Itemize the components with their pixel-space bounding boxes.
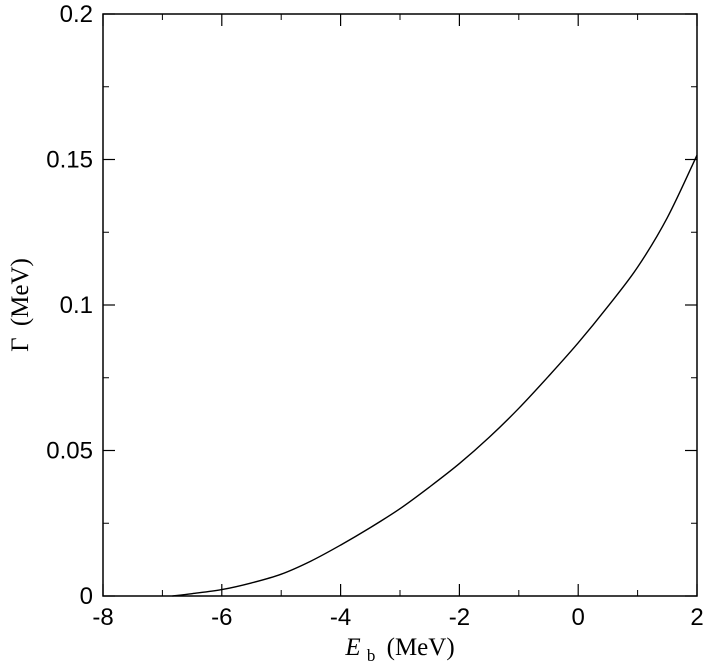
- y-axis-label: Γ (MeV): [7, 258, 34, 352]
- x-tick-label: -2: [449, 604, 470, 631]
- y-tick-label: 0.15: [46, 147, 93, 174]
- y-axis-label-symbol: Γ: [7, 337, 34, 351]
- x-axis-label-unit: (MeV): [387, 634, 455, 661]
- x-tick-label: 2: [690, 604, 703, 631]
- plot-area: [172, 154, 698, 597]
- minor-ticks: [103, 14, 697, 596]
- x-axis-label: E b (MeV): [344, 634, 454, 667]
- x-tick-label: 0: [572, 604, 585, 631]
- x-axis-label-symbol: E: [344, 634, 360, 661]
- tick-labels: -8 -6 -4 -2 0 2 0 0.05 0.1 0.15 0.2: [46, 1, 703, 631]
- y-axis-label-unit: (MeV): [7, 258, 34, 326]
- y-tick-label: 0.1: [60, 292, 93, 319]
- y-tick-label: 0: [80, 583, 93, 610]
- x-tick-label: -8: [92, 604, 113, 631]
- y-tick-label: 0.2: [60, 1, 93, 28]
- x-axis-label-subscript: b: [367, 646, 376, 665]
- x-tick-label: -4: [330, 604, 351, 631]
- series-line-0: [172, 154, 698, 597]
- plot-frame: [102, 13, 698, 597]
- x-tick-label: -6: [211, 604, 232, 631]
- y-tick-label: 0.05: [46, 438, 93, 465]
